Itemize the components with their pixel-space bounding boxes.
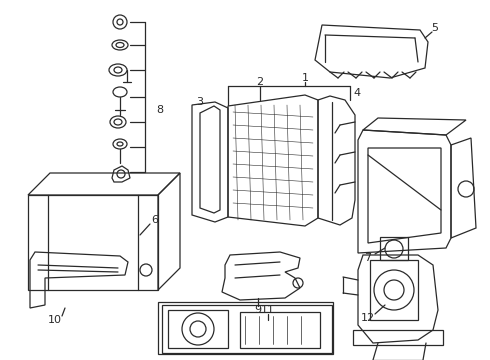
Text: 4: 4: [353, 88, 361, 98]
Text: 9: 9: [254, 305, 262, 315]
Bar: [380, 237, 408, 260]
Bar: [240, 312, 320, 348]
Text: 6: 6: [151, 215, 158, 225]
Bar: [370, 260, 418, 320]
Text: 11: 11: [261, 305, 275, 315]
Bar: [28, 195, 158, 290]
Text: 10: 10: [48, 315, 62, 325]
Text: 7: 7: [365, 253, 371, 263]
Text: 2: 2: [256, 77, 264, 87]
Bar: [353, 330, 443, 345]
Text: 1: 1: [301, 73, 309, 83]
Bar: [168, 310, 228, 348]
Bar: [162, 305, 332, 353]
Text: 3: 3: [196, 97, 203, 107]
Text: 8: 8: [156, 105, 164, 115]
Text: 5: 5: [432, 23, 439, 33]
Bar: [158, 302, 333, 354]
Text: 12: 12: [361, 313, 375, 323]
